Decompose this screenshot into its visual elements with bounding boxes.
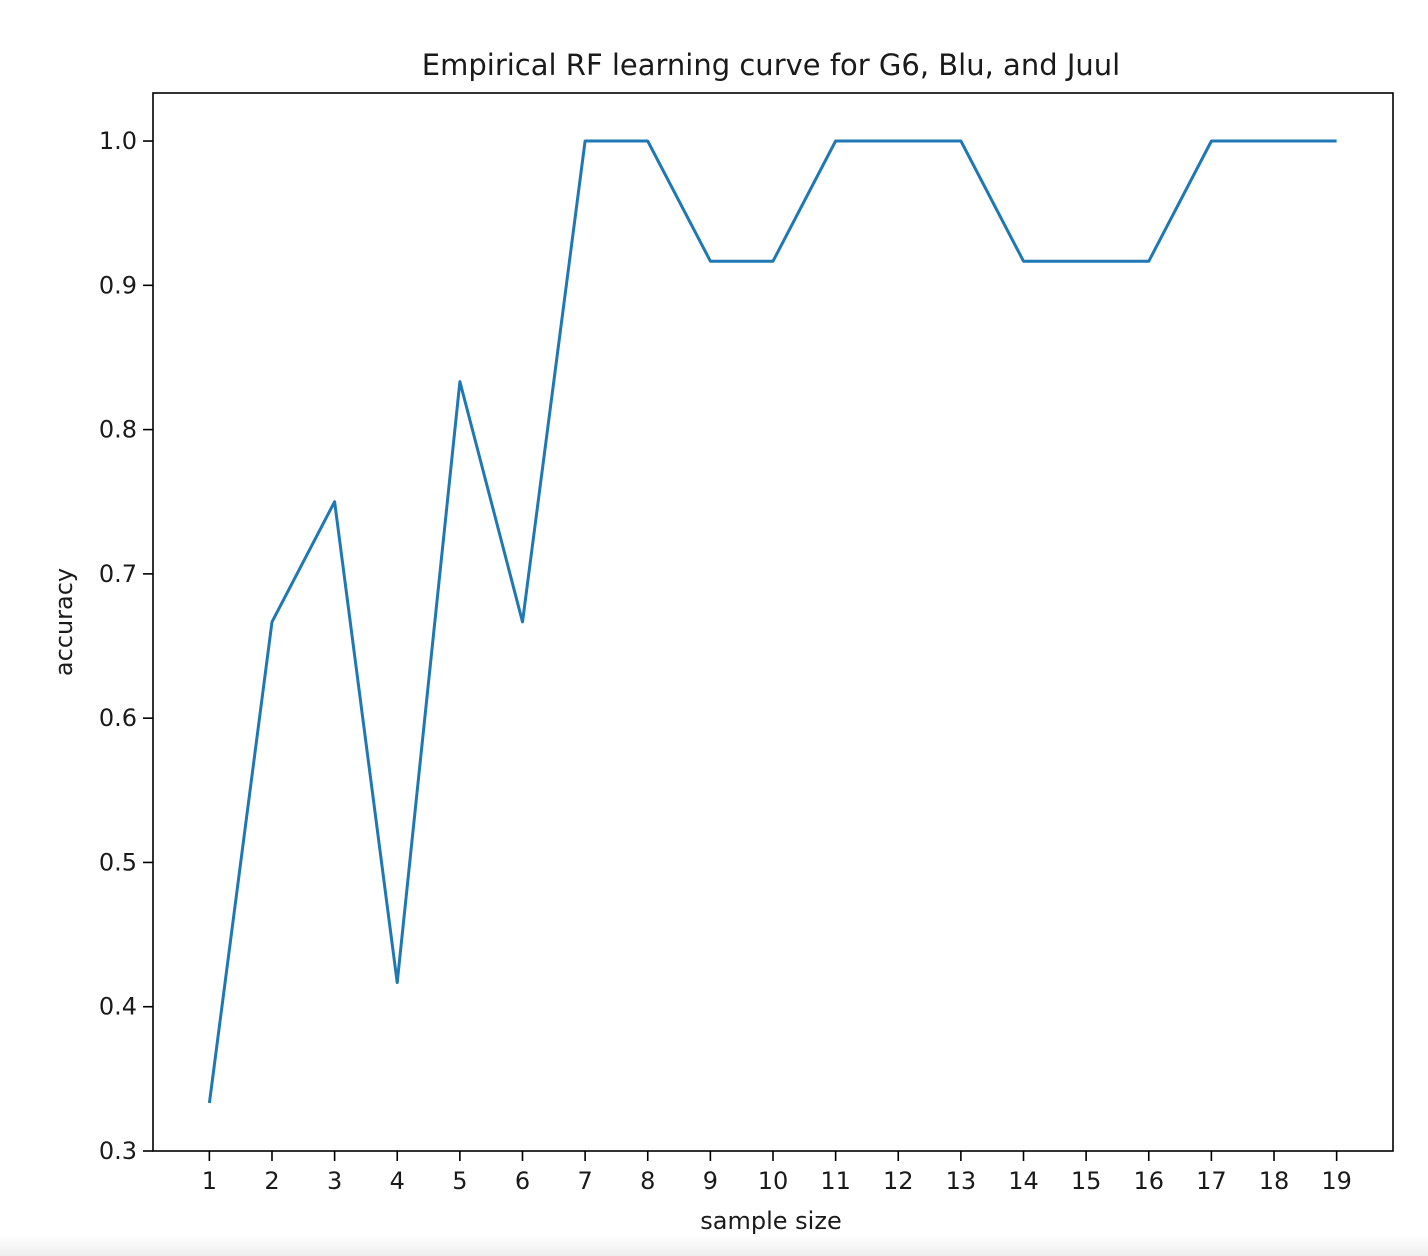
x-axis-label: sample size (700, 1207, 841, 1235)
y-tick-label: 0.9 (99, 271, 137, 299)
plot-area (207, 139, 1337, 1104)
x-tick-label: 19 (1321, 1167, 1352, 1195)
x-tick-label: 9 (703, 1167, 718, 1195)
y-axis: 0.3 0.4 0.5 0.6 0.7 0.8 0.9 1.0 (99, 127, 153, 1165)
x-tick-label: 5 (452, 1167, 467, 1195)
x-tick-label: 16 (1133, 1167, 1164, 1195)
x-tick-label: 10 (758, 1167, 789, 1195)
y-tick-label: 0.6 (99, 704, 137, 732)
x-tick-label: 2 (264, 1167, 279, 1195)
x-tick-label: 4 (390, 1167, 405, 1195)
y-tick-label: 0.8 (99, 416, 137, 444)
x-axis: 1 2 3 4 5 6 7 8 9 10 11 12 13 14 15 16 17 18 19 (202, 1151, 1352, 1195)
x-tick-label: 3 (327, 1167, 342, 1195)
bottom-edge-shadow (0, 1236, 1428, 1256)
y-tick-label: 0.7 (99, 560, 137, 588)
y-tick-label: 0.5 (99, 848, 137, 876)
y-axis-label: accuracy (50, 568, 78, 676)
x-tick-label: 12 (883, 1167, 914, 1195)
x-tick-label: 11 (820, 1167, 851, 1195)
y-tick-label: 0.4 (99, 993, 137, 1021)
x-tick-label: 7 (577, 1167, 592, 1195)
x-tick-label: 14 (1008, 1167, 1039, 1195)
x-tick-label: 17 (1196, 1167, 1227, 1195)
x-tick-label: 6 (515, 1167, 530, 1195)
x-tick-label: 15 (1071, 1167, 1102, 1195)
x-tick-label: 13 (946, 1167, 977, 1195)
x-tick-label: 1 (202, 1167, 217, 1195)
y-tick-label: 0.3 (99, 1137, 137, 1165)
x-tick-label: 18 (1259, 1167, 1290, 1195)
series-line-0 (207, 139, 1337, 1104)
x-tick-label: 8 (640, 1167, 655, 1195)
chart-title: Empirical RF learning curve for G6, Blu,… (422, 48, 1120, 82)
y-tick-label: 1.0 (99, 127, 137, 155)
